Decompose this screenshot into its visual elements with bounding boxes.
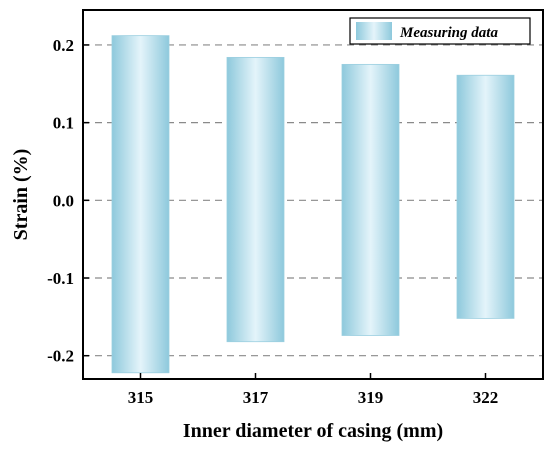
y-tick-label: -0.1	[47, 269, 74, 288]
x-tick-label: 322	[473, 388, 499, 407]
y-tick-label: 0.2	[53, 36, 74, 55]
bar-315	[111, 35, 170, 374]
bars	[111, 35, 515, 374]
x-axis-title: Inner diameter of casing (mm)	[183, 420, 443, 442]
x-tick-label: 317	[243, 388, 269, 407]
legend-label: Measuring data	[399, 25, 498, 41]
y-axis-title: Strain (%)	[10, 149, 32, 241]
y-tick-label: -0.2	[47, 347, 74, 366]
y-tick-label: 0.1	[53, 114, 74, 133]
axis-ticks: 0.2 0.1 0.0 -0.1 -0.2 315 317 319 322	[47, 36, 498, 407]
plot-frame	[82, 9, 544, 380]
x-tick-label: 315	[128, 388, 154, 407]
legend: Measuring data	[349, 17, 531, 45]
bar-317	[226, 56, 285, 343]
x-tick-label: 319	[358, 388, 384, 407]
y-tick-label: 0.0	[53, 191, 74, 210]
bar-319	[341, 63, 400, 336]
bar-322	[456, 74, 515, 319]
legend-swatch	[356, 22, 392, 40]
